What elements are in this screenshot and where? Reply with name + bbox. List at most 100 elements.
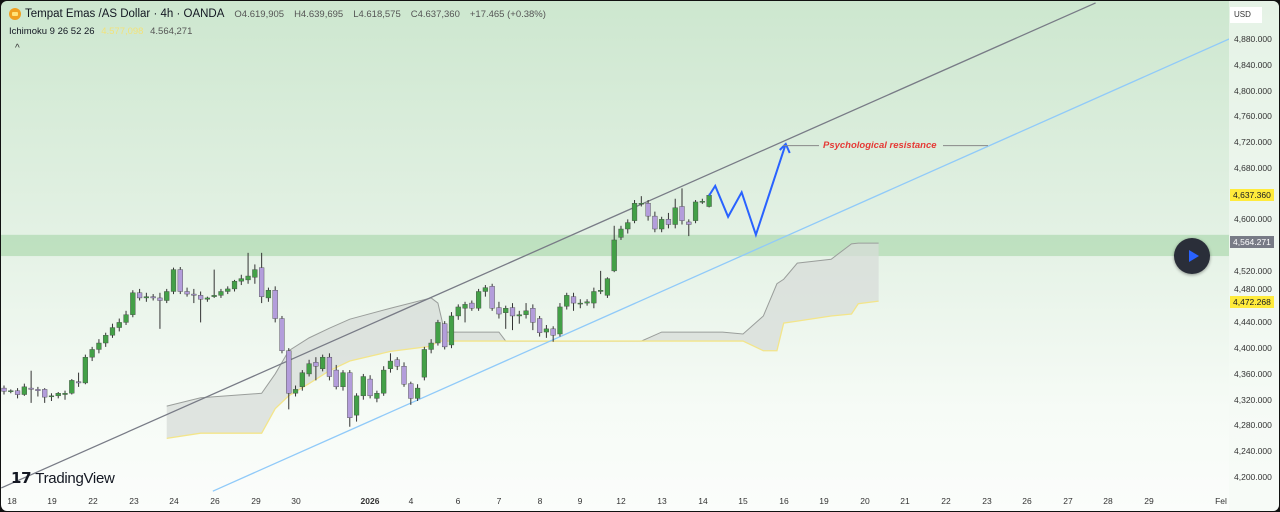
candle-down: [259, 267, 265, 297]
candle-up: [462, 304, 468, 309]
ohlc-low: L4.618,575: [353, 8, 401, 20]
candle-down: [469, 302, 475, 309]
price-tick: 4,720.000: [1234, 137, 1272, 148]
candle-up: [706, 195, 712, 207]
forecast-arrowhead-icon: [779, 142, 791, 154]
candle-up: [55, 393, 61, 397]
candle-up: [143, 296, 149, 299]
price-tick: 4,360.000: [1234, 368, 1272, 379]
time-tick: 19: [47, 496, 57, 506]
candle-up: [516, 314, 522, 317]
candle-up: [170, 269, 177, 292]
candle-down: [272, 289, 278, 319]
candle-up: [245, 275, 251, 281]
time-tick: 21: [900, 496, 910, 506]
candle-up: [252, 269, 258, 278]
symbol-legend: Tempat Emas /AS Dollar · 4h · OANDA O4.6…: [9, 8, 546, 20]
indicator-values: 4.577,098: [101, 26, 144, 37]
candle-up: [631, 203, 638, 221]
time-tick: Fel: [1215, 496, 1227, 506]
candle-up: [618, 228, 624, 238]
collapse-legend-button[interactable]: ^: [15, 43, 20, 54]
candle-up: [374, 393, 380, 399]
candle-up: [96, 342, 102, 350]
ohlc-open: O4.619,905: [234, 8, 285, 20]
candle-down: [1, 387, 7, 392]
candle-down: [530, 308, 536, 323]
time-tick: 9: [577, 496, 583, 506]
candle-up: [123, 314, 129, 323]
candle-up: [421, 349, 427, 378]
time-tick: 26: [1022, 496, 1032, 506]
price-tick: 4,320.000: [1234, 394, 1272, 405]
candle-up: [699, 201, 705, 203]
candle-up: [659, 219, 665, 230]
candle-up: [48, 395, 55, 398]
candle-up: [482, 287, 488, 292]
candle-up: [238, 278, 244, 282]
time-tick: 24: [169, 496, 179, 506]
tradingview-logo[interactable]: 𝟭𝟳 TradingView: [11, 469, 115, 488]
candle-down: [313, 362, 319, 367]
candle-up: [692, 201, 699, 221]
support-trendline: [212, 38, 1229, 492]
candle-up: [591, 291, 597, 304]
price-tick: 4,760.000: [1234, 111, 1272, 122]
time-tick: 23: [129, 496, 139, 506]
price-label: 4,637.360: [1230, 189, 1274, 202]
candle-down: [177, 269, 183, 292]
candle-up: [564, 295, 570, 307]
time-tick: 8: [537, 496, 543, 506]
time-tick: 14: [698, 496, 708, 506]
time-tick: 7: [496, 496, 502, 506]
time-tick: 16: [779, 496, 789, 506]
candle-down: [279, 318, 285, 351]
price-tick: 4,280.000: [1234, 420, 1272, 431]
price-tick: 4,680.000: [1234, 162, 1272, 173]
time-tick: 22: [88, 496, 98, 506]
candle-down: [35, 389, 41, 391]
time-tick: 4: [408, 496, 414, 506]
candle-up: [387, 360, 394, 369]
ohlc-close: C4.637,360: [410, 8, 460, 20]
candle-down: [652, 215, 658, 230]
symbol-title[interactable]: Tempat Emas /AS Dollar · 4h · OANDA: [25, 8, 225, 20]
candle-up: [523, 310, 529, 315]
price-tick: 4,600.000: [1234, 214, 1272, 225]
candle-up: [353, 395, 360, 416]
candle-down: [326, 356, 333, 377]
candle-down: [645, 203, 651, 217]
currency-button[interactable]: USD: [1230, 7, 1262, 23]
candle-up: [577, 302, 583, 305]
candle-up: [598, 289, 604, 292]
ohlc-change: +17.465 (+0.38%): [469, 8, 546, 20]
candle-up: [21, 386, 27, 395]
candle-up: [604, 278, 611, 296]
candle-up: [69, 380, 75, 394]
time-tick: 29: [251, 496, 261, 506]
price-tick: 4,200.000: [1234, 471, 1272, 482]
candle-up: [625, 222, 631, 230]
price-tick: 4,880.000: [1234, 34, 1272, 44]
candle-up: [204, 297, 211, 300]
candle-down: [686, 221, 692, 225]
candle-up: [218, 291, 224, 296]
candle-up: [109, 327, 116, 336]
candle-up: [414, 387, 421, 399]
price-axis[interactable]: [1229, 1, 1279, 511]
candle-up: [306, 363, 312, 375]
candle-up: [340, 372, 346, 388]
price-chart[interactable]: [1, 1, 1229, 511]
candle-down: [286, 350, 292, 394]
indicator-legend[interactable]: Ichimoku 9 26 52 26 4.577,098 4.564,271: [9, 26, 192, 37]
annotation-label[interactable]: Psychological resistance: [823, 140, 937, 151]
time-tick: 27: [1063, 496, 1073, 506]
candle-down: [367, 378, 373, 397]
time-tick: 18: [7, 496, 17, 506]
price-tick: 4,800.000: [1234, 85, 1272, 96]
candle-down: [489, 286, 495, 309]
replay-play-button[interactable]: [1174, 238, 1210, 274]
candle-down: [570, 296, 577, 304]
time-tick: 22: [941, 496, 951, 506]
